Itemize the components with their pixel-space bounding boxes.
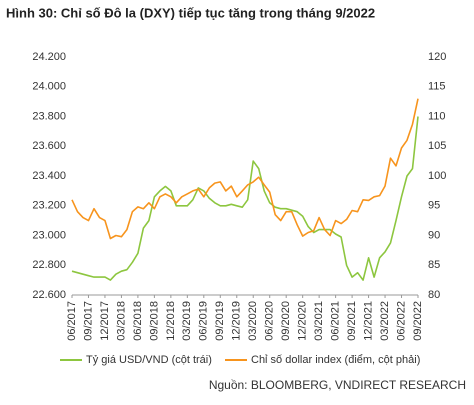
x-tick-label: 09/2018 [148,301,160,341]
y2-tick-label: 100 [428,170,446,182]
line-series [71,116,419,281]
x-tick-label: 06/2017 [66,301,78,341]
x-tick-label: 06/2019 [198,301,210,341]
x-tick-label: 12/2018 [165,301,177,341]
x-tick-label: 12/2020 [297,301,309,341]
y-tick-label: 22.600 [32,289,66,301]
y2-tick-label: 85 [428,259,440,271]
x-tick-label: 03/2019 [181,301,193,341]
x-tick-label: 09/2017 [82,301,94,341]
x-tick-label: 09/2020 [280,301,292,341]
y2-tick-label: 80 [428,289,440,301]
x-tick-label: 06/2018 [132,301,144,341]
x-tick-label: 03/2021 [313,301,325,341]
x-tick-label: 12/2019 [231,301,243,341]
x-tick-label: 03/2022 [379,301,391,341]
x-tick-label: 12/2021 [362,301,374,341]
x-tick-label: 09/2019 [214,301,226,341]
legend-label: Chỉ số dollar index (điểm, cột phải) [251,354,420,366]
legend-label: Tỷ giá USD/VND (cột trái) [86,354,212,366]
y-tick-label: 22.800 [32,259,66,271]
y-tick-label: 23.200 [32,200,66,212]
y-tick-label: 24.200 [32,51,66,63]
x-tick-label: 03/2018 [115,301,127,341]
y2-tick-label: 90 [428,229,440,241]
x-tick-label: 09/2021 [346,301,358,341]
source: Nguồn: BLOOMBERG, VNDIRECT RESEARCH [209,378,466,392]
y-tick-label: 23.800 [32,110,66,122]
y2-tick-label: 115 [428,81,446,93]
y2-tick-label: 120 [428,51,446,63]
x-tick-label: 06/2020 [264,301,276,341]
x-tick-label: 12/2017 [99,301,111,341]
y2-tick-label: 110 [428,110,446,122]
line-series [71,98,419,240]
x-tick-label: 06/2021 [330,301,342,341]
y2-tick-label: 105 [428,140,446,152]
x-tick-label: 09/2022 [412,301,424,341]
y-tick-label: 24.000 [32,81,66,93]
chart-title: Hình 30: Chỉ số Đô la (DXY) tiếp tục tăn… [6,5,375,20]
y-tick-label: 23.000 [32,229,66,241]
y-tick-label: 23.600 [32,140,66,152]
x-tick-label: 06/2022 [395,301,407,341]
y-tick-label: 23.400 [32,170,66,182]
x-tick-label: 03/2020 [247,301,259,341]
y2-tick-label: 95 [428,200,440,212]
